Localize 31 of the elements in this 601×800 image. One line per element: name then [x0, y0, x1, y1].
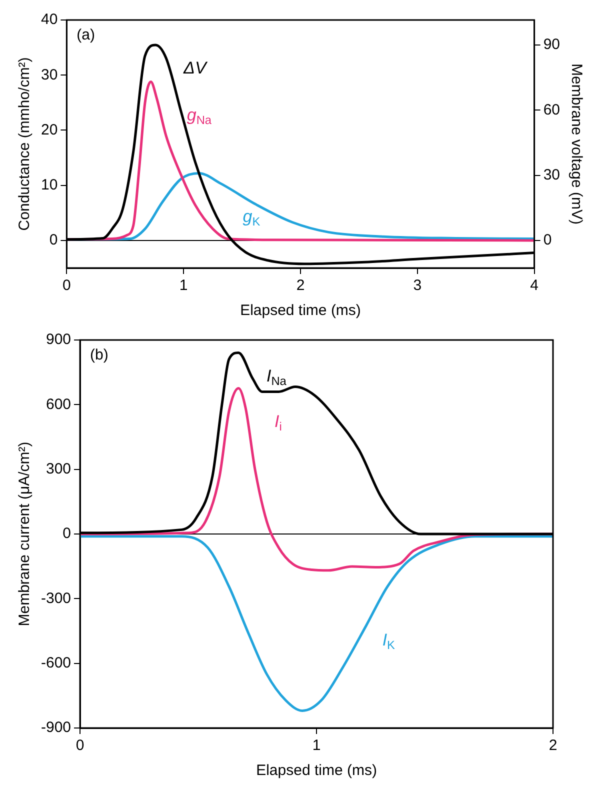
y-tick-label: -600: [40, 654, 72, 672]
x-tick-label: 0: [76, 737, 84, 754]
y2-tick-label: 0: [543, 232, 552, 249]
y-tick-label: -900: [40, 719, 72, 736]
x-tick-label: 1: [312, 737, 321, 754]
y2-tick-label: 60: [543, 101, 560, 118]
y-tick-label: 300: [46, 460, 72, 478]
y-tick-label: 0: [62, 525, 72, 542]
y-axis-title: Conductance (mmho/cm²): [16, 57, 34, 231]
x-axis-title: Elapsed time (ms): [240, 302, 361, 320]
y-tick-label: 600: [46, 396, 72, 413]
annotation: (b): [90, 346, 108, 364]
y2-tick-label: 30: [543, 166, 560, 184]
x-axis-title: Elapsed time (ms): [256, 762, 377, 780]
series-label: ΔV: [182, 58, 208, 78]
y2-axis-title: Membrane voltage (mV): [568, 64, 585, 224]
x-tick-label: 2: [548, 737, 558, 754]
y-tick-label: 30: [40, 66, 58, 84]
y-tick-label: 40: [40, 11, 58, 28]
x-tick-label: 2: [296, 277, 305, 294]
x-tick-label: 1: [179, 277, 188, 294]
y-tick-label: -300: [40, 590, 72, 607]
y-tick-label: 900: [46, 331, 72, 348]
y-tick-label: 10: [40, 176, 58, 194]
y-axis-title: Membrane current (μA/cm²): [16, 442, 34, 626]
x-tick-label: 3: [413, 277, 422, 294]
x-tick-label: 4: [530, 277, 538, 294]
annotation: (a): [76, 26, 96, 44]
y-tick-label: 0: [49, 232, 58, 249]
y2-tick-label: 90: [543, 36, 560, 54]
y-tick-label: 20: [40, 121, 58, 138]
